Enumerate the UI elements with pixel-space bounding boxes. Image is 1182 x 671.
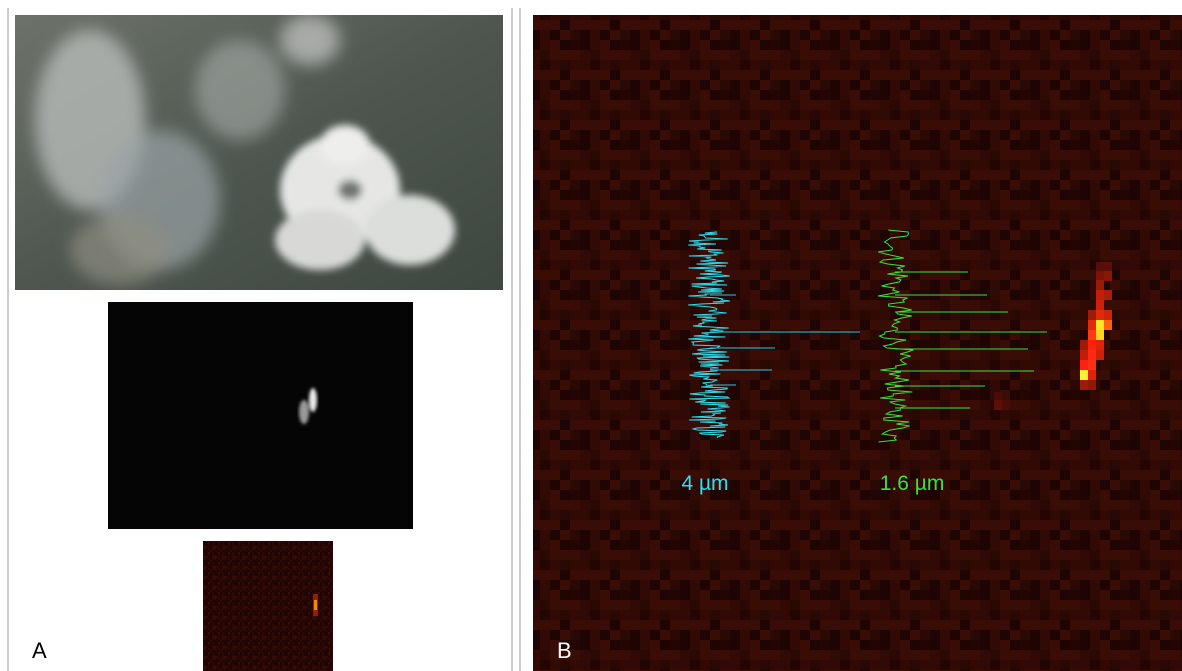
spectrum-label: 4 µm [681,472,728,495]
hot-pixel [1088,310,1096,320]
hot-pixel [1096,290,1104,300]
hot-pixel [1080,380,1088,390]
spectrum-label: 1.6 µm [880,472,945,495]
small-map-hotspot-core [314,600,317,610]
panel-label: A [32,638,47,663]
panel-label: B [557,638,572,663]
ir-image [108,302,413,529]
hot-pixel [1088,370,1096,380]
hot-pixel [1096,330,1104,340]
hot-pixel [1104,320,1112,330]
hot-pixel [1104,262,1112,272]
hot-pixel [1096,280,1104,290]
hot-pixel [1096,350,1104,360]
hot-pixel [1096,262,1104,272]
hot-pixel [1088,340,1096,350]
hot-pixel [1080,370,1088,380]
hot-pixel [1104,290,1112,300]
hot-pixel [1088,330,1096,340]
hot-pixel [1104,310,1112,320]
hot-pixel [1096,340,1104,350]
hot-pixel [994,400,1002,410]
hot-pixel [1096,320,1104,330]
hot-pixel [1002,400,1010,410]
hot-pixel [1088,350,1096,360]
hot-pixel [1104,271,1112,281]
hot-pixel [1088,380,1096,390]
hot-pixel [1080,350,1088,360]
hot-pixel [1096,310,1104,320]
figure: A B 4 µm 1.6 µm [0,0,1182,671]
page: A B 4 µm 1.6 µm (() => { const data = JS… [0,0,1182,671]
hot-pixel [1096,271,1104,281]
hot-pixel [1096,300,1104,310]
hot-pixel [1080,360,1088,370]
aerial-photo [15,15,503,290]
hot-pixel [1088,360,1096,370]
hot-pixel [1080,340,1088,350]
hot-pixel [1088,320,1096,330]
